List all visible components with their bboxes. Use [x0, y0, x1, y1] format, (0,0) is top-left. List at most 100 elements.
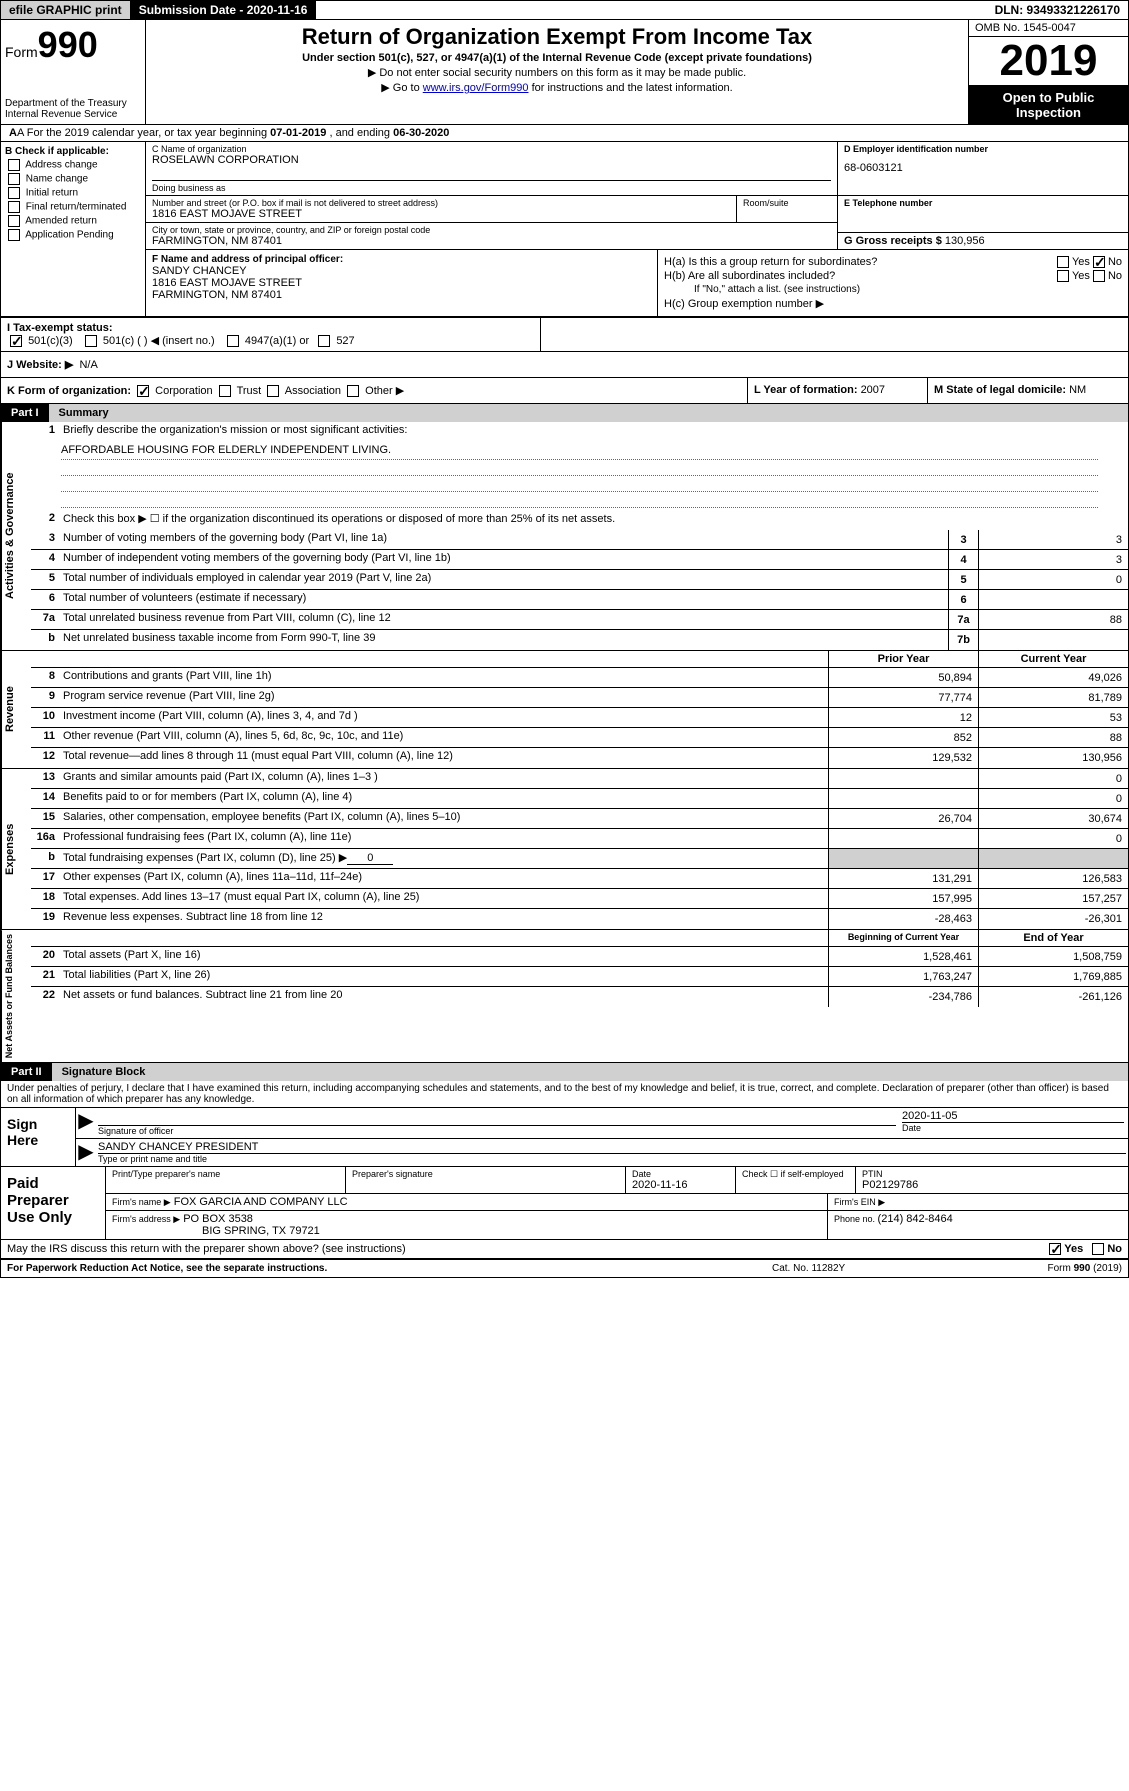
opt-501c: 501(c) ( ) ◀ (insert no.) [103, 335, 215, 347]
l22-e: -261,126 [978, 987, 1128, 1007]
l21-b: 1,763,247 [828, 967, 978, 986]
fav2: BIG SPRING, TX 79721 [112, 1225, 320, 1237]
fel: Firm's EIN ▶ [834, 1197, 885, 1207]
m-val: NM [1069, 384, 1086, 396]
firm-addr-cell: Firm's address ▶ PO BOX 3538 BIG SPRING,… [106, 1211, 828, 1239]
chk-501c[interactable] [85, 335, 97, 347]
h4: Check ☐ if self-employed [742, 1169, 849, 1180]
year-begin: 07-01-2019 [270, 127, 326, 139]
opt-4947: 4947(a)(1) or [245, 335, 309, 347]
l15-d: Salaries, other compensation, employee b… [59, 809, 828, 828]
dba-label: Doing business as [152, 183, 831, 193]
chk-final[interactable]: Final return/terminated [5, 201, 141, 213]
discuss-no-chk[interactable] [1092, 1243, 1104, 1255]
subtitle-2: ▶ Do not enter social security numbers o… [156, 66, 958, 79]
firm-ein-cell: Firm's EIN ▶ [828, 1194, 1128, 1210]
firm-name-cell: Firm's name ▶ FOX GARCIA AND COMPANY LLC [106, 1194, 828, 1210]
g-label: G Gross receipts $ [844, 235, 945, 247]
line-22: 22Net assets or fund balances. Subtract … [31, 987, 1128, 1007]
ein-val: 68-0603121 [844, 162, 1122, 174]
address-row: Number and street (or P.O. box if mail i… [146, 196, 1128, 250]
ha-no-chk[interactable] [1093, 256, 1105, 268]
ha-line: H(a) Is this a group return for subordin… [664, 256, 1122, 268]
line-14: 14Benefits paid to or for members (Part … [31, 789, 1128, 809]
efile-label[interactable]: efile GRAPHIC print [1, 1, 131, 19]
net-section: Net Assets or Fund Balances Beginning of… [1, 930, 1128, 1063]
f-label: F Name and address of principal officer: [152, 254, 651, 265]
j-label: J Website: ▶ [7, 359, 73, 371]
declaration-text: Under penalties of perjury, I declare th… [1, 1081, 1128, 1107]
hb-no-chk[interactable] [1093, 270, 1105, 282]
l11-d: Other revenue (Part VIII, column (A), li… [59, 728, 828, 747]
rev-label: Revenue [1, 651, 31, 768]
l18-p: 157,995 [828, 889, 978, 908]
row-a-tax-year: AA For the 2019 calendar year, or tax ye… [1, 125, 1128, 142]
exp-section: Expenses 13Grants and similar amounts pa… [1, 769, 1128, 930]
chk-name-change[interactable]: Name change [5, 173, 141, 185]
prior-year-h: Prior Year [828, 651, 978, 667]
chk-trust[interactable] [219, 385, 231, 397]
gross-receipts: G Gross receipts $ 130,956 [838, 233, 1128, 249]
chk-501c3[interactable] [10, 335, 22, 347]
chk-amended[interactable]: Amended return [5, 215, 141, 227]
discuss-row: May the IRS discuss this return with the… [1, 1240, 1128, 1260]
line-12: 12Total revenue—add lines 8 through 11 (… [31, 748, 1128, 768]
l7a-val: 88 [978, 610, 1128, 629]
chk-527[interactable] [318, 335, 330, 347]
hb-yes-chk[interactable] [1057, 270, 1069, 282]
f-officer: F Name and address of principal officer:… [146, 250, 658, 316]
l8-c: 49,026 [978, 668, 1128, 687]
l7a-desc: Total unrelated business revenue from Pa… [59, 610, 948, 629]
line-16a: 16aProfessional fundraising fees (Part I… [31, 829, 1128, 849]
omb-number: OMB No. 1545-0047 [969, 20, 1128, 37]
irs-link[interactable]: www.irs.gov/Form990 [423, 82, 529, 94]
ha-label: H(a) Is this a group return for subordin… [664, 256, 1054, 268]
line-18: 18Total expenses. Add lines 13–17 (must … [31, 889, 1128, 909]
amended-label: Amended return [25, 216, 97, 227]
l21-d: Total liabilities (Part X, line 26) [59, 967, 828, 986]
l19-c: -26,301 [978, 909, 1128, 929]
curr-year-h: Current Year [978, 651, 1128, 667]
hb-line: H(b) Are all subordinates included? Yes … [664, 270, 1122, 282]
hc-label: H(c) Group exemption number ▶ [664, 297, 824, 310]
line-5: 5Total number of individuals employed in… [31, 570, 1128, 590]
l14-d: Benefits paid to or for members (Part IX… [59, 789, 828, 808]
telephone-cell: E Telephone number [838, 196, 1128, 233]
chk-app-pending[interactable]: Application Pending [5, 229, 141, 241]
hb-no: No [1108, 270, 1122, 282]
sig-date-label: Date [902, 1123, 1124, 1133]
street-cell: Number and street (or P.O. box if mail i… [146, 196, 737, 222]
chk-assoc[interactable] [267, 385, 279, 397]
chk-other[interactable] [347, 385, 359, 397]
sub3-post: for instructions and the latest informat… [529, 82, 733, 94]
phone-cell: Phone no. (214) 842-8464 [828, 1211, 1128, 1239]
part-2-num: Part II [1, 1063, 52, 1081]
l20-e: 1,508,759 [978, 947, 1128, 966]
header-mid: Return of Organization Exempt From Incom… [146, 20, 968, 124]
ein-cell: D Employer identification number 68-0603… [838, 142, 1128, 195]
chk-corp[interactable] [137, 385, 149, 397]
k-other: Other ▶ [365, 385, 404, 397]
row-a-mid: , and ending [326, 127, 393, 139]
l13-p [828, 769, 978, 788]
ha-yes-chk[interactable] [1057, 256, 1069, 268]
preparer-content: Print/Type preparer's name Preparer's si… [106, 1167, 1128, 1239]
line-7a: 7aTotal unrelated business revenue from … [31, 610, 1128, 630]
pl: Phone no. [834, 1214, 878, 1224]
l4-val: 3 [978, 550, 1128, 569]
h-col: H(a) Is this a group return for subordin… [658, 250, 1128, 316]
f-name: SANDY CHANCEY [152, 265, 651, 277]
chk-initial[interactable]: Initial return [5, 187, 141, 199]
chk-address-change[interactable]: Address change [5, 159, 141, 171]
l12-d: Total revenue—add lines 8 through 11 (mu… [59, 748, 828, 768]
chk-4947[interactable] [227, 335, 239, 347]
k-form-org: K Form of organization: Corporation Trus… [1, 378, 748, 403]
sig-line [98, 1110, 896, 1126]
l15-p: 26,704 [828, 809, 978, 828]
l16a-p [828, 829, 978, 848]
section-bcdefg: B Check if applicable: Address change Na… [1, 142, 1128, 317]
line-1: 1Briefly describe the organization's mis… [31, 422, 1128, 442]
h5v: P02129786 [862, 1179, 1122, 1191]
discuss-yes-chk[interactable] [1049, 1243, 1061, 1255]
form-number: Form990 [5, 24, 141, 66]
